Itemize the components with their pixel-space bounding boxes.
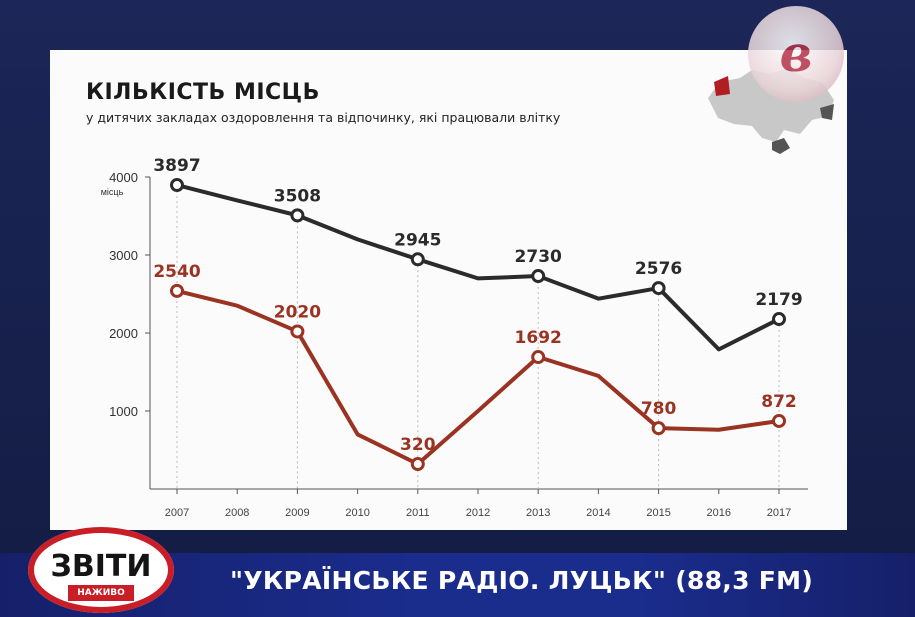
y-tick-label: 3000 <box>109 248 138 263</box>
data-point <box>410 252 425 267</box>
y-tick-label: 2000 <box>109 326 138 341</box>
series-line <box>176 183 780 352</box>
data-label: 1692 <box>515 328 562 348</box>
x-tick-label: 2012 <box>466 507 490 519</box>
data-point <box>531 269 546 284</box>
data-label: 320 <box>400 435 436 455</box>
data-label: 872 <box>761 392 797 412</box>
data-label: 2576 <box>635 259 682 279</box>
show-logo-tag: НАЖИВО <box>68 585 134 601</box>
x-tick-label: 2009 <box>285 507 309 519</box>
x-tick-label: 2014 <box>586 507 610 519</box>
data-point <box>290 324 305 339</box>
data-point <box>651 281 666 296</box>
data-point <box>531 350 546 365</box>
x-tick-label: 2010 <box>345 507 369 519</box>
data-label: 2179 <box>755 290 802 310</box>
data-point <box>290 208 305 223</box>
x-tick-label: 2017 <box>767 507 791 519</box>
x-tick-label: 2013 <box>526 507 550 519</box>
data-point <box>410 457 425 472</box>
data-point <box>170 178 184 193</box>
map-east <box>820 104 834 120</box>
data-label: 2730 <box>515 247 562 267</box>
series-line <box>176 288 780 467</box>
y-tick-label: 1000 <box>109 404 138 419</box>
map-region-highlight <box>714 76 730 96</box>
show-logo: ЗВІТИ НАЖИВО <box>28 527 178 617</box>
data-label: 3897 <box>153 156 200 176</box>
chart-title: КІЛЬКІСТЬ МІСЦЬ <box>86 80 320 105</box>
x-tick-label: 2011 <box>406 507 430 519</box>
ticker-text: "УКРАЇНСЬКЕ РАДІО. ЛУЦЬК" (88,3 FM) <box>230 566 814 595</box>
x-tick-label: 2008 <box>225 507 249 519</box>
data-label: 2020 <box>274 302 321 322</box>
y-tick-label: 4000 <box>109 170 138 185</box>
data-point <box>651 421 666 436</box>
y-unit-label: місць <box>101 187 124 197</box>
data-point <box>772 312 786 327</box>
data-point <box>170 283 184 298</box>
data-label: 2945 <box>394 230 441 250</box>
data-label: 780 <box>641 399 677 419</box>
x-tick-label: 2016 <box>707 507 731 519</box>
show-logo-word: ЗВІТИ <box>50 549 152 584</box>
data-label: 3508 <box>274 186 321 206</box>
data-point <box>772 413 786 428</box>
data-label: 2540 <box>153 262 200 282</box>
x-tick-label: 2015 <box>646 507 670 519</box>
map-crimea <box>772 138 790 154</box>
chart-subtitle: у дитячих закладах оздоровлення та відпо… <box>86 110 561 125</box>
channel-logo: в <box>748 6 844 102</box>
x-tick-label: 2007 <box>165 507 189 519</box>
channel-logo-glyph: в <box>779 24 813 83</box>
